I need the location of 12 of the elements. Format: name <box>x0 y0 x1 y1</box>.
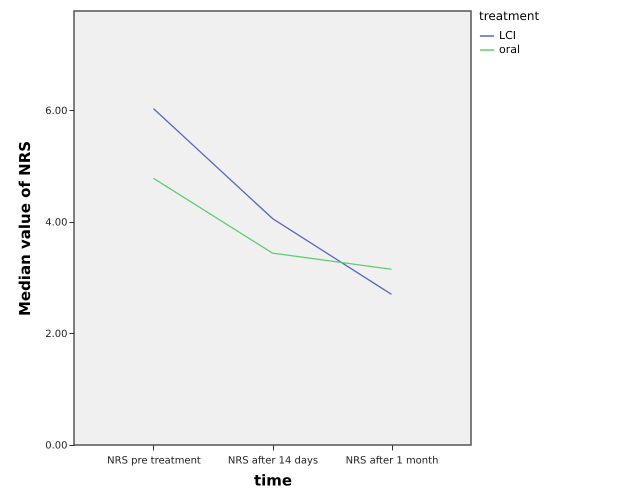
legend-title: treatment <box>479 9 540 23</box>
y-tick-label: 6.00 <box>45 106 68 117</box>
y-tick-label: 2.00 <box>45 328 68 340</box>
x-axis-title: time <box>254 472 292 490</box>
x-tick-label: NRS after 1 month <box>346 456 438 466</box>
legend-label: oral <box>499 43 520 56</box>
y-axis-title: Median value of NRS <box>16 140 34 316</box>
y-tick-label: 0.00 <box>45 440 68 452</box>
x-tick-label: NRS pre treatment <box>107 456 201 466</box>
legend-label: LCI <box>499 29 516 42</box>
x-tick-label: NRS after 14 days <box>228 456 318 466</box>
y-tick-label: 4.00 <box>45 217 68 228</box>
